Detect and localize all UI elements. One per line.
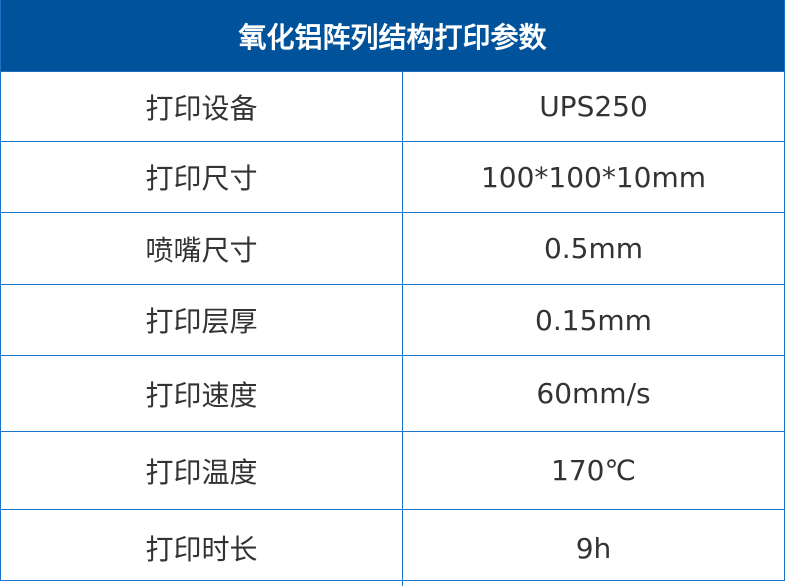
param-label: 打印温度 — [1, 432, 403, 509]
param-value: 0.15mm — [535, 303, 652, 337]
table-row: 打印尺寸 100*100*10mm — [1, 142, 784, 213]
param-value: 0.5mm — [543, 232, 644, 265]
table-row: 打印层厚 0.15mm — [1, 285, 784, 356]
table-row: 打印温度 170℃ — [1, 432, 784, 510]
param-label: 打印设备 — [1, 72, 403, 141]
table-body: 打印设备 UPS250 打印尺寸 100*100*10mm 喷嘴尺寸 0.5mm 打印层厚 0… — [1, 72, 784, 586]
param-label: 喷嘴尺寸 — [1, 213, 403, 284]
param-label: 打印尺寸 — [1, 142, 403, 212]
param-value: 100*100*10mm — [480, 160, 707, 194]
table-title: 氧化铝阵列结构打印参数 — [1, 0, 784, 72]
param-label: 打印速度 — [1, 356, 403, 431]
param-value: 9h — [575, 531, 612, 565]
param-value: 60mm/s — [536, 377, 651, 410]
param-label: 打印层厚 — [1, 285, 403, 355]
table-row: 打印时长 9h — [1, 510, 784, 586]
param-label: 打印时长 — [1, 510, 403, 586]
param-value: UPS250 — [539, 90, 648, 123]
table-row: 打印速度 60mm/s — [1, 356, 784, 432]
param-value: 170℃ — [551, 454, 636, 487]
table-row: 打印设备 UPS250 — [1, 72, 784, 142]
table-row: 喷嘴尺寸 0.5mm — [1, 213, 784, 285]
